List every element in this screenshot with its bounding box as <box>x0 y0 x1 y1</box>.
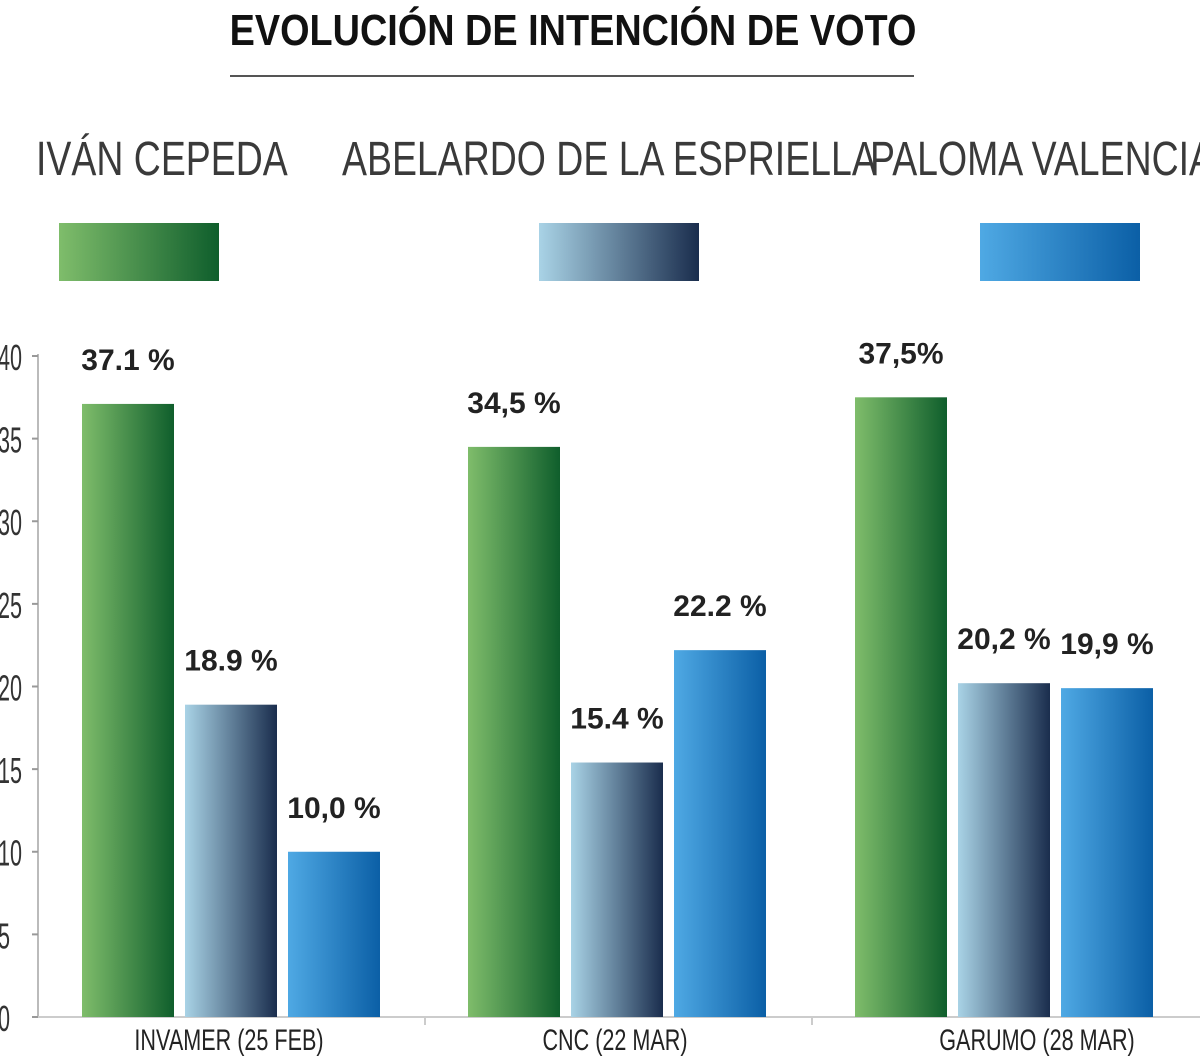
y-tick-label: 40 <box>0 338 22 378</box>
legend-label-cepeda: IVÁN CEPEDA <box>36 133 288 186</box>
y-tick-label: 5 <box>0 917 10 957</box>
category-label: INVAMER (25 FEB) <box>134 1022 323 1056</box>
legend-swatch-cepeda <box>59 223 219 281</box>
legend-label-valencia: PALOMA VALENCIA <box>870 133 1200 186</box>
data-label: 15.4 % <box>570 703 663 736</box>
data-label: 34,5 % <box>467 387 560 420</box>
legend-swatch-espriella <box>539 223 699 281</box>
data-label: 37,5% <box>858 337 943 370</box>
data-label: 37.1 % <box>81 344 174 377</box>
legend-swatch-valencia <box>980 223 1140 281</box>
bar-espriella <box>958 683 1050 1017</box>
data-label: 22.2 % <box>673 590 766 623</box>
y-tick-label: 30 <box>0 504 22 544</box>
bar-cepeda <box>82 403 174 1017</box>
bar-cepeda <box>468 446 560 1017</box>
y-tick-label: 25 <box>0 586 22 626</box>
bar-valencia <box>1061 688 1153 1017</box>
bar-valencia <box>674 650 766 1017</box>
chart-title: EVOLUCIÓN DE INTENCIÓN DE VOTO <box>229 6 917 55</box>
title-underline <box>230 75 914 77</box>
y-tick-label: 20 <box>0 669 22 709</box>
data-label: 20,2 % <box>957 623 1050 656</box>
legend-label-espriella: ABELARDO DE LA ESPRIELLA <box>342 133 877 186</box>
bar-espriella <box>185 704 277 1017</box>
y-tick-label: 35 <box>0 421 22 461</box>
data-label: 19,9 % <box>1060 628 1153 661</box>
y-tick-label: 0 <box>0 999 10 1039</box>
category-label: GARUMO (28 MAR) <box>939 1022 1135 1056</box>
y-tick-label: 10 <box>0 834 22 874</box>
data-label: 18.9 % <box>184 645 277 678</box>
bar-valencia <box>288 851 380 1017</box>
bar-espriella <box>571 762 663 1017</box>
bar-cepeda <box>855 397 947 1017</box>
category-label: CNC (22 MAR) <box>542 1022 687 1056</box>
data-label: 10,0 % <box>287 792 380 825</box>
y-tick-label: 15 <box>0 752 22 792</box>
